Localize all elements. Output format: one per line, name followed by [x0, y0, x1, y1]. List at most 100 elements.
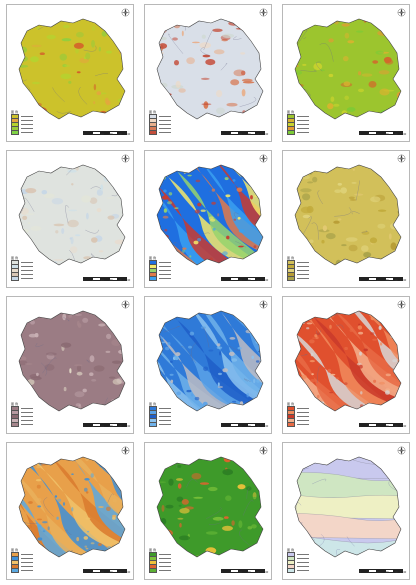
legend-label-line [297, 411, 309, 413]
legend-label-line [159, 557, 171, 559]
legend-label-line [159, 127, 171, 129]
map-area [157, 457, 263, 557]
legend-label-line [21, 127, 33, 129]
scale-tick-label: 40 [265, 279, 269, 282]
scale-tick-label: 0 [359, 571, 361, 574]
legend-swatch [149, 421, 157, 427]
region-boundary [294, 18, 402, 120]
legend-item [11, 421, 57, 427]
legend-label-line [21, 561, 33, 563]
legend-title: 图 例 [149, 110, 156, 114]
legend-label-line [297, 127, 309, 129]
map-legend: 图 例 [149, 256, 195, 284]
scale-tick-label: 0 [83, 133, 85, 136]
scale-tick-label: 20 [385, 425, 389, 428]
north-arrow-icon [121, 154, 130, 163]
scale-tick-label: 5 [229, 571, 232, 574]
scale-tick-label: 30 [256, 133, 260, 136]
legend-title: 图 例 [149, 256, 156, 260]
map-panel-k: 图 例 0 5 10 20 30 40 [144, 442, 272, 580]
scale-tick-label: 30 [394, 279, 398, 282]
scale-tick-label: 10 [100, 571, 104, 574]
region-boundary [18, 164, 126, 266]
legend-label-line [159, 561, 171, 563]
scale-tick-label: 20 [247, 279, 251, 282]
map-canvas [294, 164, 402, 266]
scale-tick-label: 5 [91, 133, 94, 136]
map-legend: 图 例 [287, 402, 333, 430]
scale-tick-label: 5 [229, 425, 232, 428]
scale-tick-label: 30 [256, 571, 260, 574]
legend-item [11, 129, 57, 135]
scale-tick-label: 0 [83, 571, 85, 574]
scale-tick-label: 10 [238, 279, 242, 282]
legend-label-line [297, 557, 309, 559]
map-canvas [294, 456, 402, 558]
map-panel-c: 图 例 0 5 10 20 30 40 [282, 4, 410, 142]
scale-tick-label: 10 [100, 279, 104, 282]
scale-tick-label: 10 [100, 425, 104, 428]
scale-tick-label: 10 [100, 133, 104, 136]
legend-swatch [287, 129, 295, 135]
region-boundary [156, 456, 264, 558]
map-panel-b: 图 例 0 5 10 20 30 40 [144, 4, 272, 142]
map-canvas [18, 18, 126, 120]
north-arrow-icon [259, 8, 268, 17]
map-panel-j: 图 例 0 5 10 20 30 40 [6, 442, 134, 580]
scale-tick-label: 20 [109, 133, 113, 136]
scale-tick-label: 20 [385, 133, 389, 136]
legend-swatch [149, 129, 157, 135]
region-boundary [294, 456, 402, 558]
legend-label-line [297, 553, 309, 555]
legend-label-line [21, 565, 33, 567]
legend-label-line [159, 415, 171, 417]
legend-swatch [287, 567, 295, 573]
scale-tick-label: 30 [394, 425, 398, 428]
legend-label-line [159, 269, 171, 271]
legend-label-line [297, 419, 309, 421]
legend-label-line [297, 269, 309, 271]
legend-swatch [149, 567, 157, 573]
legend-label-line [297, 407, 309, 409]
scale-tick-label: 0 [221, 425, 223, 428]
legend-label-line [21, 423, 33, 425]
legend-label-line [21, 273, 33, 275]
scale-tick-label: 10 [238, 571, 242, 574]
scale-tick-label: 40 [127, 133, 131, 136]
map-panel-l: 图 例 0 5 10 20 30 40 [282, 442, 410, 580]
legend-item [287, 567, 333, 573]
map-canvas [18, 164, 126, 266]
legend-swatch [11, 567, 19, 573]
scale-tick-label: 40 [403, 425, 407, 428]
legend-label-line [159, 123, 171, 125]
scale-tick-label: 10 [376, 571, 380, 574]
scale-bar: 0 5 10 20 30 40 [83, 423, 130, 429]
map-canvas [156, 164, 264, 266]
map-legend: 图 例 [287, 110, 333, 138]
legend-label-line [21, 265, 33, 267]
scale-tick-label: 40 [127, 279, 131, 282]
scale-tick-label: 40 [265, 425, 269, 428]
legend-label-line [21, 411, 33, 413]
scale-tick-label: 0 [221, 133, 223, 136]
legend-label-line [297, 565, 309, 567]
map-canvas [156, 456, 264, 558]
scale-bar: 0 5 10 20 30 40 [221, 277, 269, 283]
legend-label-line [297, 265, 309, 267]
scale-tick-label: 30 [394, 133, 398, 136]
legend-swatch [287, 275, 295, 281]
scale-bar: 0 5 10 20 30 40 [359, 569, 406, 575]
legend-label-line [21, 415, 33, 417]
scale-tick-label: 30 [256, 279, 260, 282]
scale-bar: 0 5 10 20 30 40 [83, 277, 131, 283]
region-boundary [18, 456, 126, 558]
legend-label-line [297, 423, 309, 425]
legend-label-line [159, 277, 171, 279]
north-arrow-icon [397, 154, 406, 163]
legend-label-line [21, 553, 33, 555]
legend-label-line [159, 407, 171, 409]
legend-label-line [21, 261, 33, 263]
region-boundary [294, 310, 402, 412]
north-arrow-icon [121, 446, 130, 455]
scale-tick-label: 5 [367, 571, 370, 574]
